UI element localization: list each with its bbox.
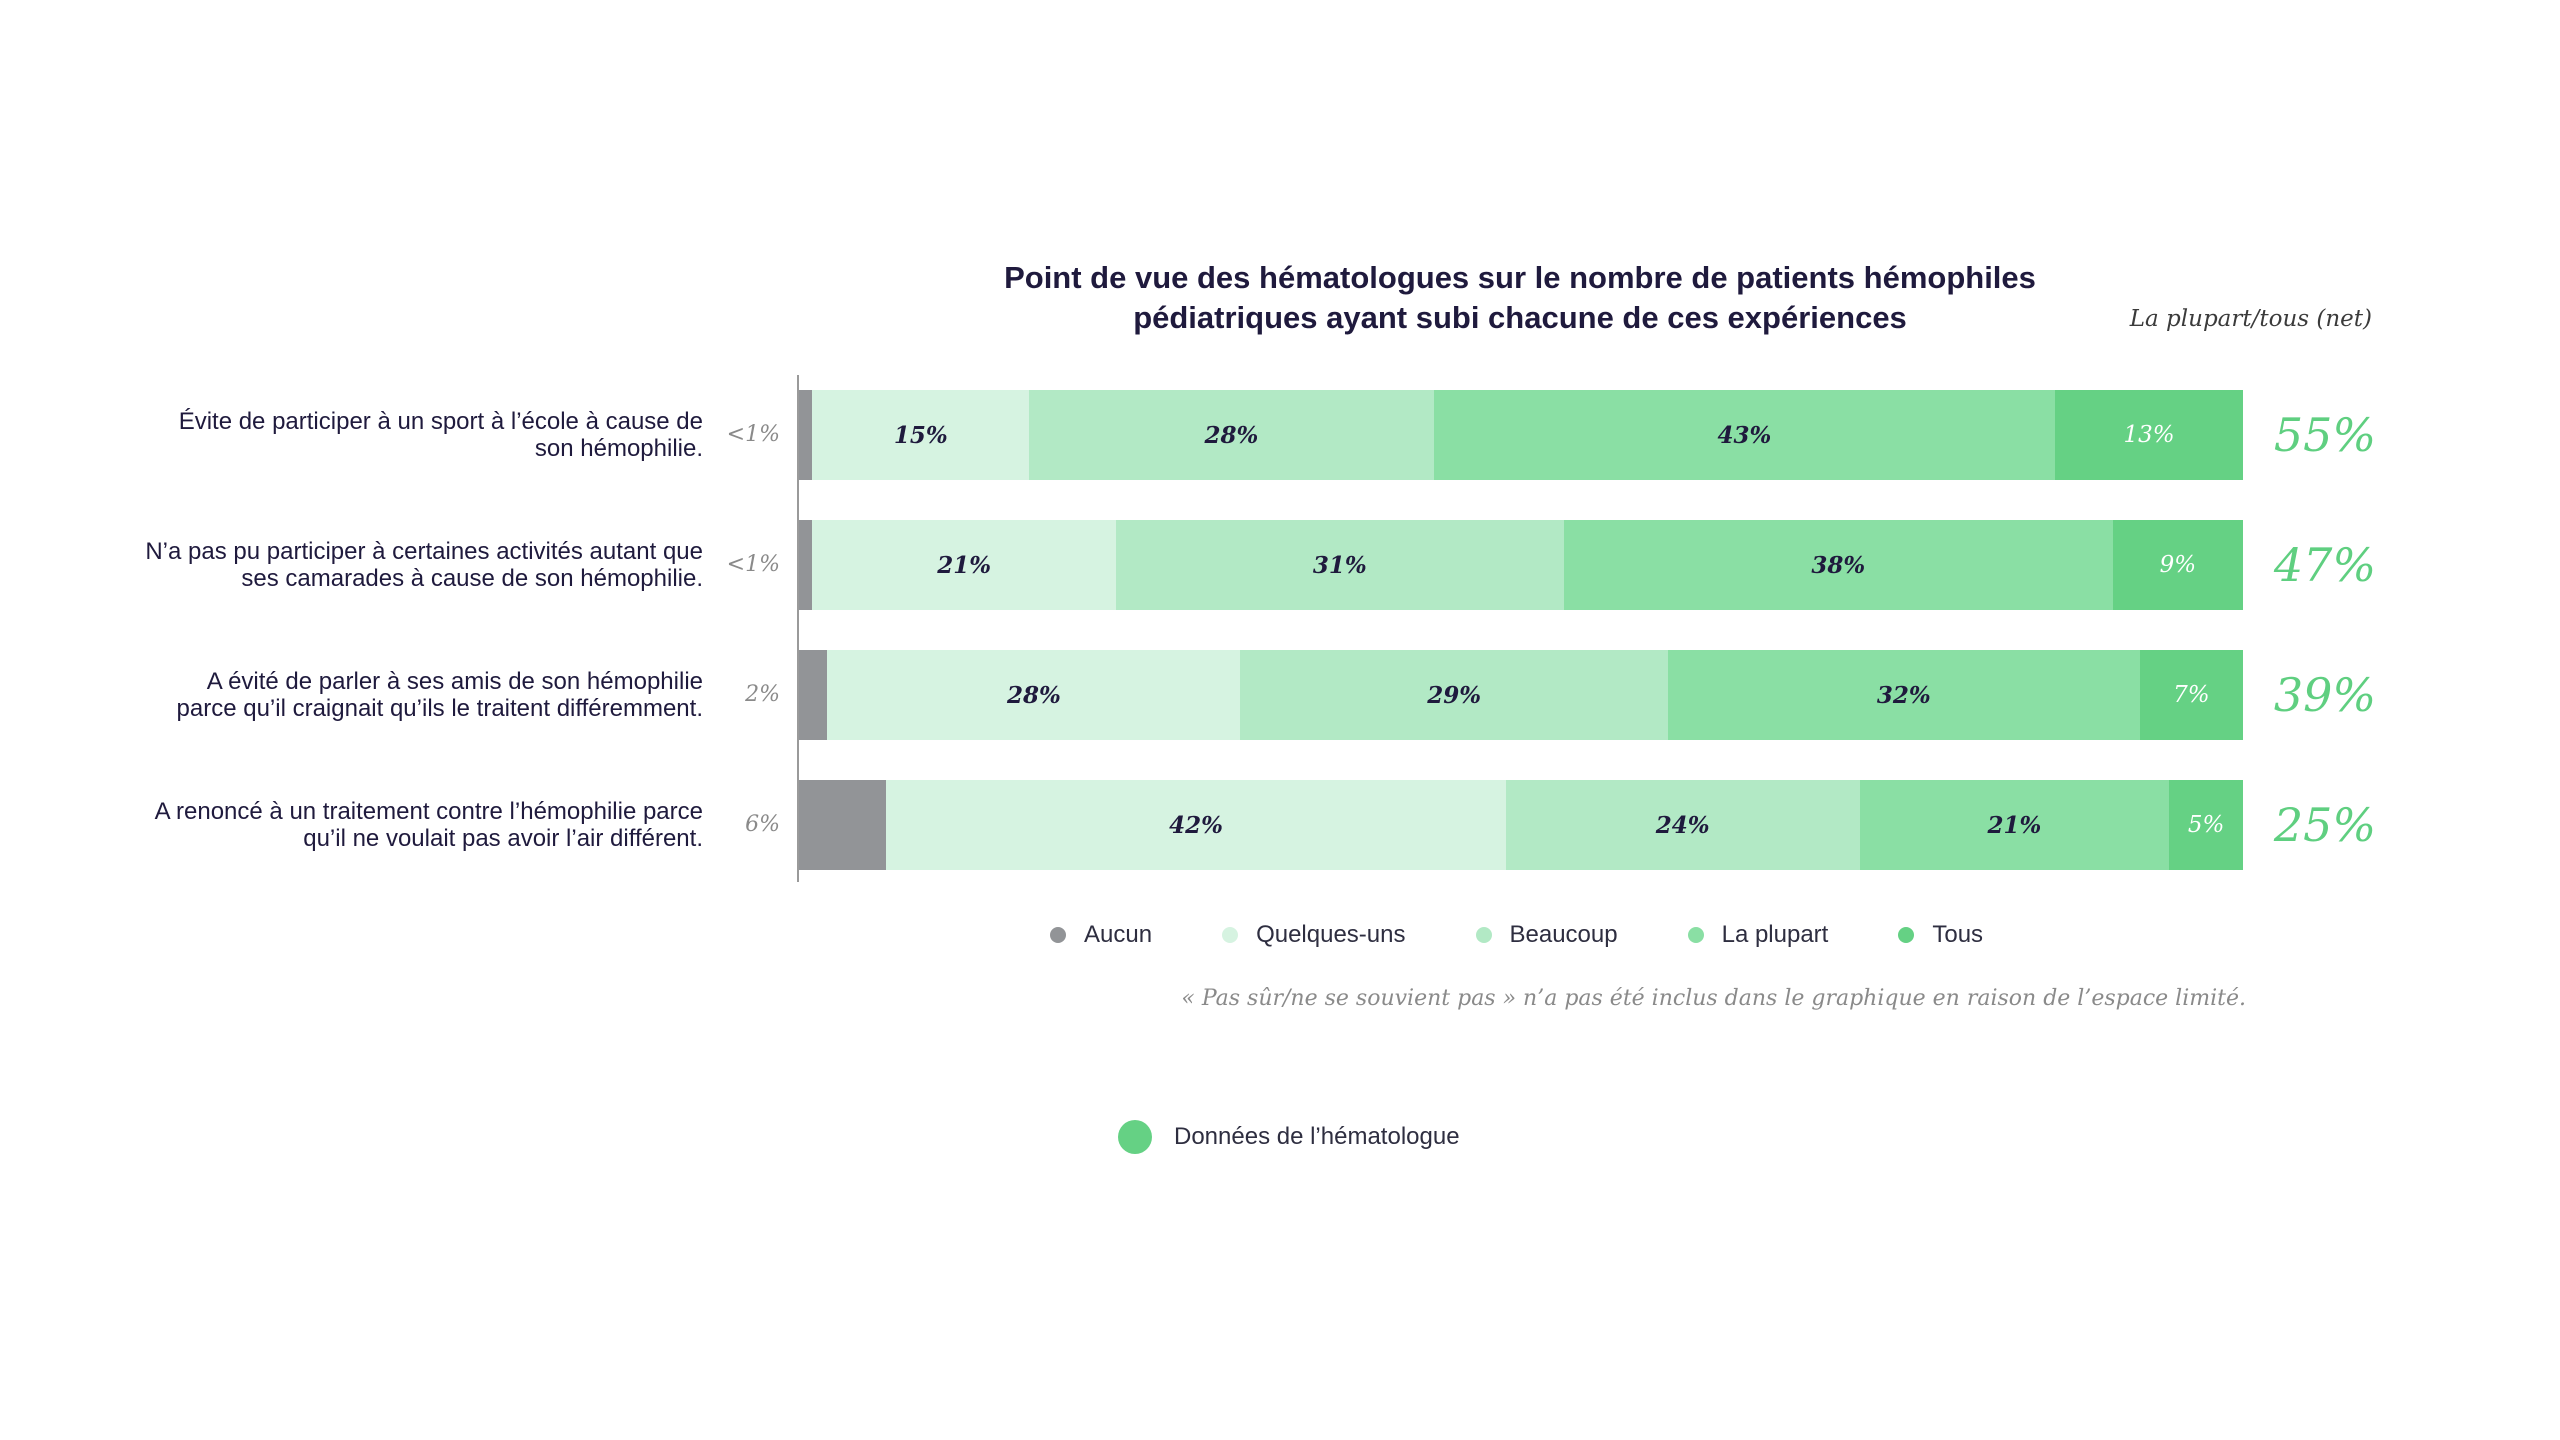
legend-dot-icon xyxy=(1898,927,1915,943)
legend-item: Quelques-uns xyxy=(1222,921,1406,949)
legend-item: Tous xyxy=(1898,921,1983,949)
stacked-bar: 42% 24% 21% 5% xyxy=(798,780,2243,870)
legend-label: La plupart xyxy=(1721,921,1829,948)
bar-segment-aucun xyxy=(798,650,828,740)
aucun-value-label: <1% xyxy=(726,552,780,577)
legend-item: La plupart xyxy=(1687,921,1829,949)
legend-label: Beaucoup xyxy=(1509,921,1618,948)
bar-segment-la-plupart: 38% xyxy=(1563,520,2113,610)
net-value: 47% xyxy=(2273,538,2377,592)
legend-item: Aucun xyxy=(1050,921,1152,949)
bar-segment-la-plupart: 32% xyxy=(1667,650,2140,740)
bar-segment-la-plupart: 43% xyxy=(1433,390,2056,480)
bar-segment-aucun xyxy=(798,780,887,870)
net-value: 55% xyxy=(2273,408,2377,462)
bar-segment-beaucoup: 31% xyxy=(1115,520,1564,610)
footnote: « Pas sûr/ne se souvient pas » n’a pas é… xyxy=(1181,986,2246,1011)
row-label: A évité de parler à ses amis de son hémo… xyxy=(176,668,703,722)
y-axis-line xyxy=(797,375,799,882)
data-source-legend: Données de l’hématologue xyxy=(1118,1120,1460,1154)
bar-segment-beaucoup: 28% xyxy=(1029,390,1434,480)
bar-segment-tous: 13% xyxy=(2055,390,2243,480)
bar-segment-quelques-uns: 15% xyxy=(812,390,1030,480)
aucun-value-label: <1% xyxy=(726,422,780,447)
chart-title: Point de vue des hématologues sur le nom… xyxy=(800,258,2240,338)
net-column-header: La plupart/tous (net) xyxy=(2129,306,2372,332)
stacked-bar: 21% 31% 38% 9% xyxy=(798,520,2243,610)
bar-segment-quelques-uns: 42% xyxy=(886,780,1506,870)
aucun-value-label: 6% xyxy=(745,812,780,837)
legend-item: Beaucoup xyxy=(1475,921,1618,949)
bar-segment-tous: 5% xyxy=(2169,780,2243,870)
chart-title-line2: pédiatriques ayant subi chacune de ces e… xyxy=(1133,300,1907,335)
bar-segment-aucun xyxy=(798,390,813,480)
chart-title-line1: Point de vue des hématologues sur le nom… xyxy=(1004,260,2036,295)
legend: Aucun Quelques-uns Beaucoup La plupart Tous xyxy=(1050,918,2053,952)
net-value: 25% xyxy=(2273,798,2377,852)
legend-dot-icon xyxy=(1050,927,1066,943)
legend-label: Quelques-uns xyxy=(1256,921,1406,948)
bar-segment-quelques-uns: 28% xyxy=(827,650,1241,740)
stacked-bar: 15% 28% 43% 13% xyxy=(798,390,2243,480)
legend-dot-icon xyxy=(1475,927,1492,943)
bar-segment-quelques-uns: 21% xyxy=(812,520,1116,610)
bar-segment-aucun xyxy=(798,520,813,610)
source-label: Données de l’hématologue xyxy=(1174,1123,1460,1150)
bar-segment-tous: 7% xyxy=(2139,650,2243,740)
legend-dot-icon xyxy=(1687,927,1704,943)
bar-segment-beaucoup: 29% xyxy=(1240,650,1668,740)
aucun-value-label: 2% xyxy=(745,682,780,707)
source-dot-icon xyxy=(1118,1120,1152,1154)
bar-segment-tous: 9% xyxy=(2112,520,2243,610)
row-label: N’a pas pu participer à certaines activi… xyxy=(145,538,703,592)
bar-segment-la-plupart: 21% xyxy=(1859,780,2170,870)
legend-label: Tous xyxy=(1932,921,1984,948)
bar-segment-beaucoup: 24% xyxy=(1505,780,1860,870)
row-label: Évite de participer à un sport à l’école… xyxy=(178,408,703,462)
row-label: A renoncé à un traitement contre l’hémop… xyxy=(154,798,703,852)
legend-dot-icon xyxy=(1222,927,1239,943)
stacked-bar: 28% 29% 32% 7% xyxy=(798,650,2243,740)
net-value: 39% xyxy=(2273,668,2377,722)
legend-label: Aucun xyxy=(1084,921,1153,948)
